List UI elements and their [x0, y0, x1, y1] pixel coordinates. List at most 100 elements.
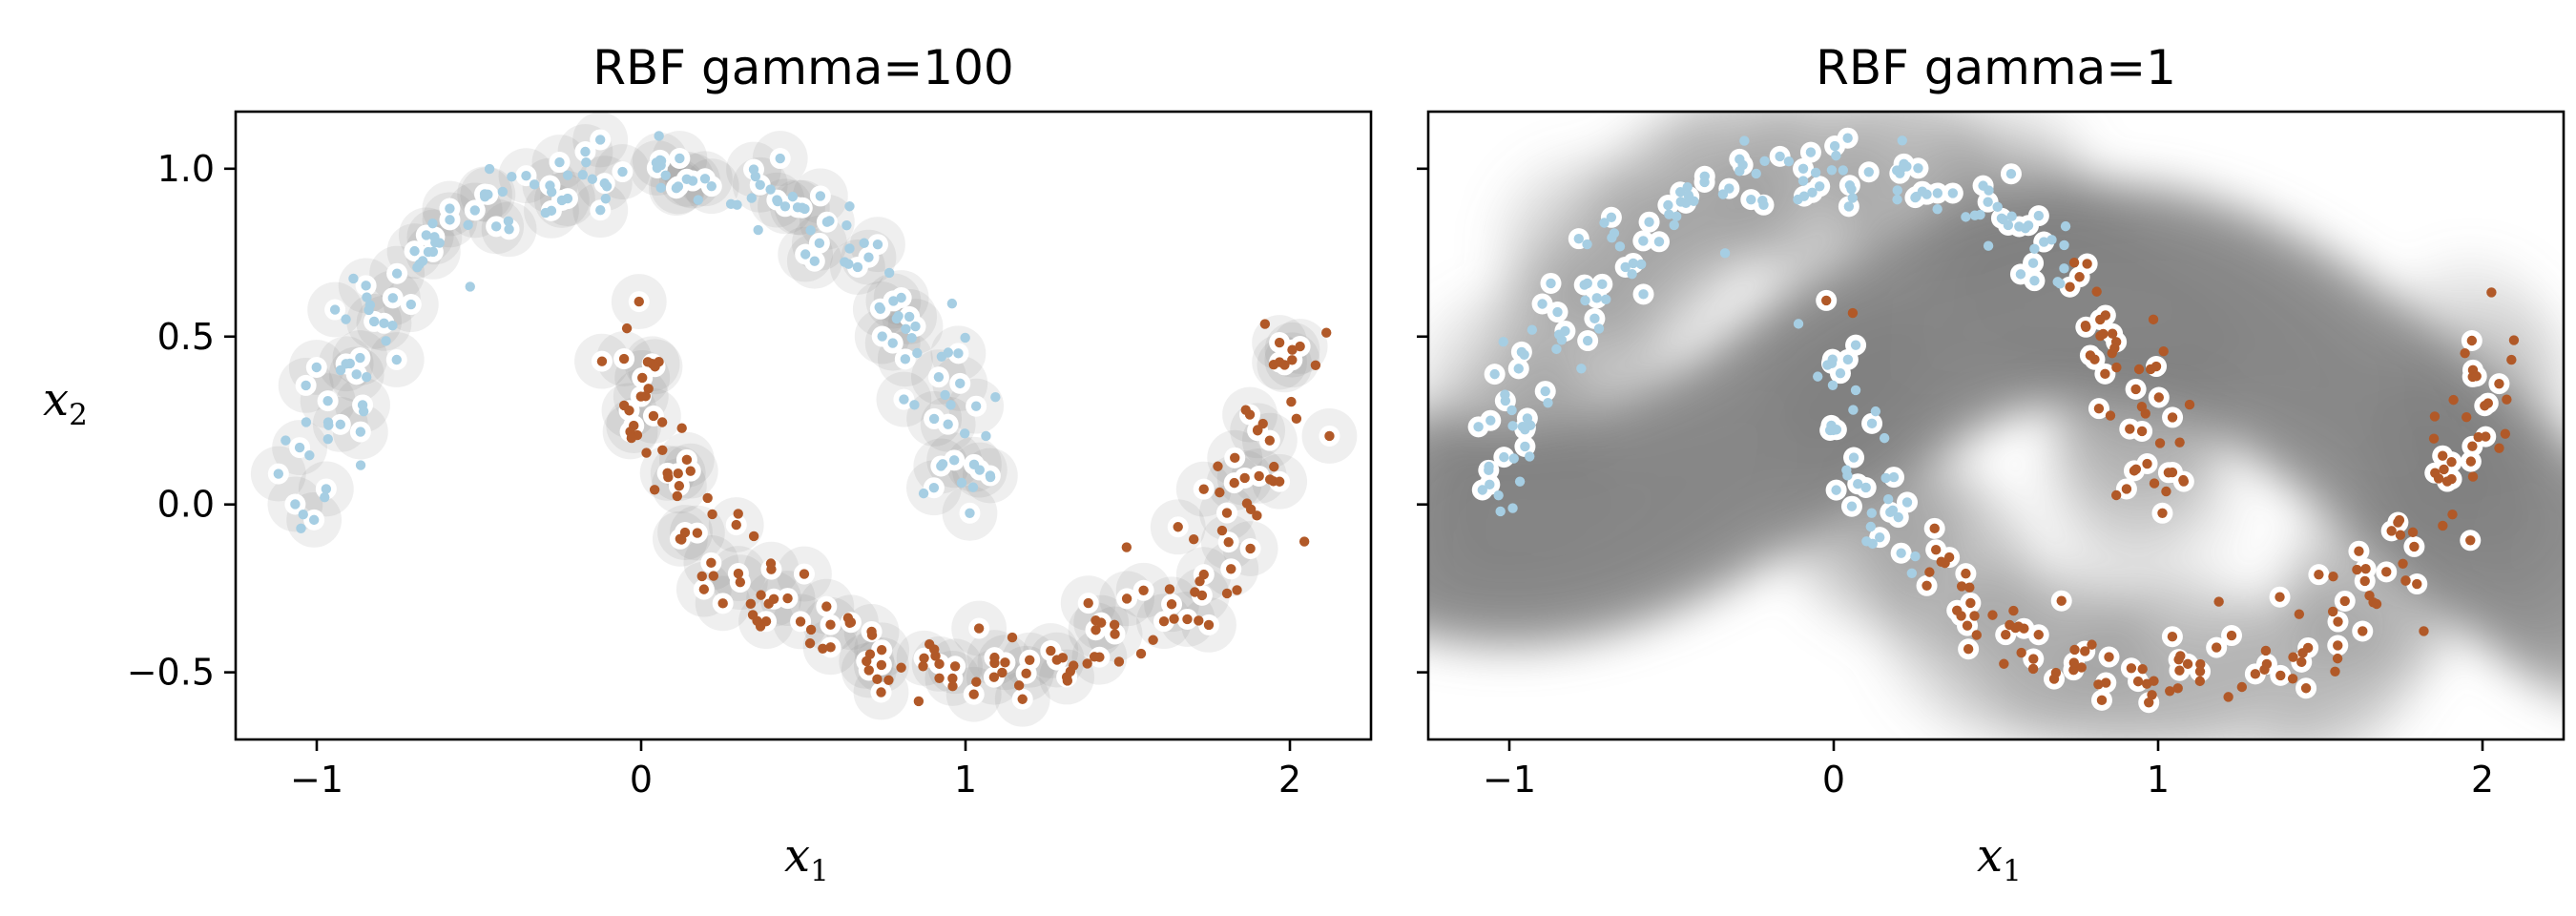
data-point-class-0: [699, 174, 711, 184]
data-point-class-0: [824, 216, 835, 226]
data-point-class-0: [321, 484, 332, 494]
data-point-class-1: [2096, 695, 2108, 706]
data-point-class-0: [883, 267, 895, 279]
data-point-class-0: [814, 238, 825, 249]
data-point-class-0: [1597, 279, 1608, 290]
data-point-class-1: [648, 410, 659, 422]
data-point-class-1: [708, 571, 719, 581]
data-point-class-0: [2059, 263, 2069, 274]
data-point-class-1: [2419, 626, 2429, 636]
data-point-class-0: [1850, 385, 1861, 396]
data-point-class-1: [1987, 610, 1998, 620]
data-point-class-1: [2211, 642, 2222, 653]
data-point-class-1: [2302, 642, 2314, 654]
data-point-class-1: [656, 417, 668, 427]
data-point-class-1: [2126, 663, 2137, 674]
data-point-class-0: [1911, 191, 1922, 202]
data-point-class-0: [355, 352, 365, 364]
data-point-class-1: [2483, 398, 2493, 408]
data-point-class-1: [2028, 654, 2039, 664]
data-point-class-0: [706, 180, 717, 192]
data-point-class-1: [863, 665, 874, 676]
data-point-class-1: [1025, 655, 1035, 665]
data-point-class-0: [1983, 197, 1993, 207]
x-axis-label: x1: [784, 829, 829, 888]
x-tick-label: 1: [954, 759, 977, 801]
data-point-class-1: [1298, 536, 1310, 547]
chart-title: RBF gamma=100: [592, 40, 1013, 95]
data-point-class-1: [1148, 635, 1158, 645]
data-point-class-0: [1520, 441, 1530, 452]
data-point-class-1: [2327, 606, 2338, 617]
data-point-class-1: [2441, 476, 2453, 487]
data-point-class-0: [1699, 177, 1710, 188]
data-point-class-0: [1675, 187, 1686, 198]
data-point-class-0: [654, 131, 664, 141]
data-point-class-1: [2429, 411, 2441, 422]
data-point-class-0: [497, 186, 509, 198]
data-point-class-0: [1870, 406, 1881, 417]
data-point-class-1: [2178, 476, 2190, 487]
data-point-class-0: [1672, 211, 1682, 222]
data-point-class-0: [1589, 313, 1600, 324]
data-point-class-1: [799, 569, 810, 579]
data-point-class-1: [2175, 651, 2186, 661]
data-point-class-1: [2056, 595, 2067, 606]
data-point-class-0: [959, 428, 970, 439]
data-point-class-0: [1842, 354, 1854, 365]
data-point-class-1: [698, 584, 710, 594]
data-point-class-0: [581, 156, 592, 168]
data-point-class-0: [1606, 212, 1617, 223]
data-point-class-0: [800, 249, 811, 260]
data-point-class-0: [1573, 233, 1584, 244]
data-point-class-0: [1810, 167, 1821, 178]
data-point-class-1: [1969, 611, 1980, 621]
data-point-class-1: [918, 661, 928, 672]
data-point-class-1: [2508, 335, 2520, 345]
data-point-class-1: [1252, 510, 1262, 521]
data-point-class-1: [2506, 354, 2517, 365]
data-point-class-1: [717, 598, 728, 609]
data-point-class-0: [308, 514, 320, 526]
data-point-class-1: [756, 590, 766, 600]
data-point-class-1: [971, 677, 982, 687]
data-point-class-1: [1264, 474, 1276, 485]
data-point-class-0: [1683, 190, 1693, 200]
data-point-class-0: [655, 182, 666, 194]
data-point-class-0: [753, 224, 763, 236]
data-point-class-0: [361, 281, 371, 291]
data-point-class-1: [1245, 543, 1256, 554]
data-point-class-0: [945, 400, 956, 410]
data-point-class-0: [507, 172, 517, 182]
data-point-class-1: [2149, 478, 2160, 489]
data-point-class-1: [2260, 645, 2272, 656]
data-point-class-1: [876, 645, 887, 656]
data-point-class-1: [673, 468, 683, 479]
data-point-class-0: [1669, 219, 1679, 231]
data-point-class-0: [943, 347, 954, 358]
data-point-class-1: [2144, 697, 2154, 708]
data-point-class-1: [1221, 588, 1233, 599]
data-point-class-1: [2494, 443, 2504, 453]
data-point-class-1: [2481, 431, 2491, 442]
data-point-class-1: [883, 675, 894, 685]
data-point-class-0: [937, 459, 948, 469]
data-point-class-0: [956, 477, 967, 489]
data-point-class-1: [876, 687, 886, 697]
data-point-class-0: [1717, 189, 1729, 199]
data-point-class-1: [1936, 556, 1946, 567]
data-point-class-0: [968, 459, 980, 470]
data-point-class-1: [947, 673, 958, 684]
data-point-class-0: [344, 358, 355, 369]
data-point-class-0: [617, 166, 628, 177]
data-point-class-0: [1484, 465, 1494, 476]
data-point-class-0: [1638, 289, 1649, 300]
data-point-class-1: [768, 593, 779, 604]
data-point-class-1: [2184, 399, 2195, 410]
data-point-class-1: [2016, 647, 2026, 658]
data-point-class-1: [2161, 486, 2171, 497]
data-point-class-0: [2006, 211, 2017, 221]
data-point-class-1: [1091, 625, 1101, 635]
data-point-class-1: [2154, 438, 2166, 448]
